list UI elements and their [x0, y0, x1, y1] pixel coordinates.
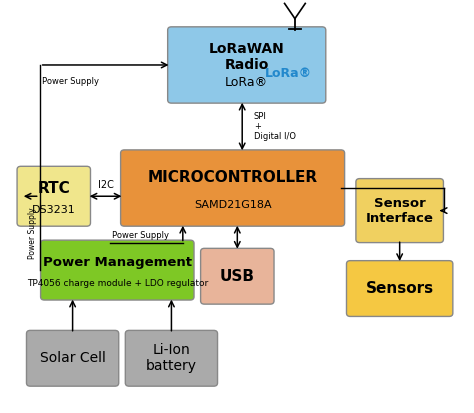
- FancyBboxPatch shape: [27, 330, 118, 386]
- Text: TP4056 charge module + LDO regulator: TP4056 charge module + LDO regulator: [27, 279, 208, 288]
- Text: I2C: I2C: [98, 180, 113, 190]
- FancyBboxPatch shape: [120, 150, 345, 226]
- Text: Power Supply: Power Supply: [28, 207, 37, 259]
- Text: USB: USB: [220, 269, 255, 284]
- Text: DS3231: DS3231: [32, 204, 76, 215]
- FancyBboxPatch shape: [125, 330, 218, 386]
- FancyBboxPatch shape: [346, 261, 453, 316]
- Text: Power Supply: Power Supply: [112, 231, 169, 240]
- Text: MICROCONTROLLER: MICROCONTROLLER: [147, 170, 318, 185]
- Text: Power Management: Power Management: [43, 256, 192, 268]
- Text: RTC: RTC: [37, 181, 70, 196]
- FancyBboxPatch shape: [201, 248, 274, 304]
- Text: SPI
+
Digital I/O: SPI + Digital I/O: [254, 112, 296, 141]
- Text: Solar Cell: Solar Cell: [40, 351, 106, 365]
- Text: LoRa®: LoRa®: [265, 67, 312, 80]
- Text: Sensor
Interface: Sensor Interface: [366, 197, 434, 225]
- Text: LoRa®: LoRa®: [225, 76, 268, 89]
- Text: Li-Ion
battery: Li-Ion battery: [146, 343, 197, 373]
- FancyBboxPatch shape: [168, 27, 326, 103]
- FancyBboxPatch shape: [17, 166, 91, 226]
- Text: LoRaWAN
Radio: LoRaWAN Radio: [209, 41, 284, 72]
- FancyBboxPatch shape: [356, 178, 444, 242]
- FancyBboxPatch shape: [41, 240, 194, 300]
- Text: Power Supply: Power Supply: [42, 77, 99, 86]
- Text: SAMD21G18A: SAMD21G18A: [194, 200, 272, 211]
- Text: Sensors: Sensors: [365, 281, 434, 296]
